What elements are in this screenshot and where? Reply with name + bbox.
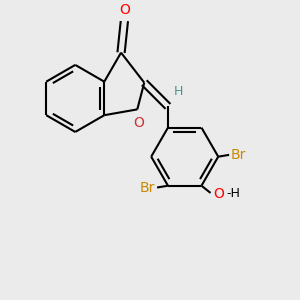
Text: Br: Br [140, 181, 155, 194]
Text: O: O [119, 3, 130, 17]
Text: H: H [173, 85, 183, 98]
Text: -H: -H [227, 188, 241, 200]
Text: O: O [213, 187, 224, 201]
Text: O: O [133, 116, 144, 130]
Text: Br: Br [231, 148, 246, 162]
